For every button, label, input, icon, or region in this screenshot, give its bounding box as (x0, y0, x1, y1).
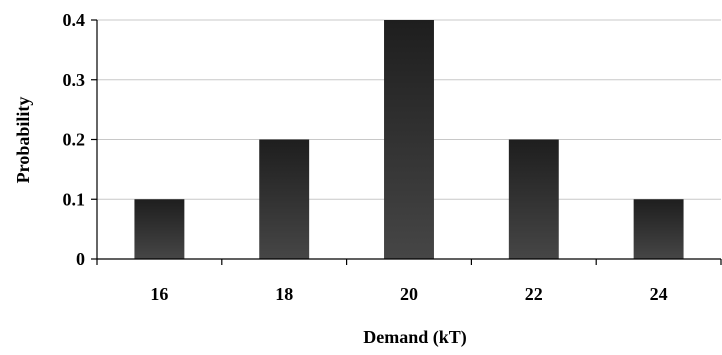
axes (91, 19, 722, 265)
x-tick-label: 16 (150, 284, 168, 304)
bars (134, 20, 684, 259)
bar-16 (134, 199, 185, 259)
x-axis-title: Demand (kT) (363, 327, 467, 348)
x-tick-label: 20 (400, 284, 418, 304)
y-tick-label: 0.4 (63, 10, 86, 30)
x-tick-label: 24 (650, 284, 668, 304)
bar-24 (633, 199, 684, 259)
bar-22 (508, 139, 559, 259)
y-tick-label: 0.1 (63, 189, 86, 209)
y-axis-title: Probability (13, 97, 33, 184)
bar-18 (259, 139, 310, 259)
y-tick-label: 0 (76, 249, 85, 269)
bar-20 (384, 20, 434, 259)
tick-labels: 0 0.1 0.2 0.3 0.4 16 18 20 22 24 (63, 10, 668, 304)
x-tick-label: 18 (275, 284, 293, 304)
x-tick-label: 22 (525, 284, 543, 304)
y-tick-label: 0.2 (63, 130, 86, 150)
y-tick-label: 0.3 (63, 70, 86, 90)
